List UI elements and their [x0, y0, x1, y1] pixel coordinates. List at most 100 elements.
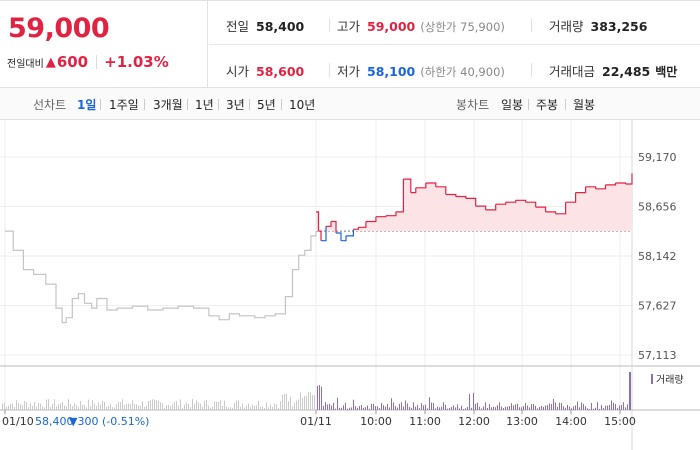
volume-bar — [248, 403, 249, 410]
volume-bar — [244, 407, 245, 410]
volume-bar — [627, 404, 628, 410]
volume-bar — [84, 404, 85, 410]
gain-fill-area — [316, 173, 632, 232]
tab-5years[interactable]: 5년 — [257, 98, 276, 112]
volume-bar — [216, 401, 217, 410]
today-series-segment — [318, 230, 322, 241]
change-percent: +1.03% — [104, 53, 169, 71]
volume-bar — [168, 404, 169, 410]
volume-bar — [262, 406, 263, 410]
divider — [249, 99, 250, 110]
volume-bar — [186, 402, 187, 410]
volume-bar — [10, 404, 11, 410]
today-series-segment — [326, 221, 332, 227]
volume-bar — [595, 407, 596, 410]
volume-bar — [543, 406, 544, 410]
volume-bar — [619, 405, 620, 410]
volume-bar — [54, 399, 55, 410]
volume-bar — [172, 404, 173, 410]
volume-bar — [112, 407, 113, 410]
tab-1day[interactable]: 1일 — [77, 98, 97, 112]
line-chart-label: 선차트 — [33, 98, 67, 112]
today-series-segment — [331, 220, 337, 233]
volume-bar — [359, 406, 360, 410]
volume-bar — [64, 405, 65, 410]
today-series-segment — [346, 229, 354, 237]
volume-bar — [66, 406, 67, 410]
volume-bar — [375, 406, 376, 410]
volume-bar — [252, 404, 253, 410]
volume-bar — [8, 405, 9, 410]
volume-bar — [300, 392, 301, 410]
volume-bar — [76, 405, 77, 410]
volume-bar — [557, 406, 558, 410]
volume-bar — [579, 407, 580, 410]
stat-volume: 거래량 383,256 — [549, 16, 647, 35]
volume-bar — [52, 404, 53, 410]
divider — [565, 99, 566, 110]
volume-bar — [565, 407, 566, 410]
today-series-segment — [403, 178, 412, 193]
volume-bar — [260, 406, 261, 410]
today-series-segment — [585, 186, 597, 189]
chart-grid — [0, 120, 700, 450]
volume-bar — [451, 406, 452, 410]
volume-bar — [280, 401, 281, 410]
volume-bar — [134, 403, 135, 410]
volume-bar — [182, 407, 183, 410]
volume-bar — [403, 406, 404, 410]
stat-label: 시가 — [226, 64, 250, 79]
stat-value: 58,100 — [367, 64, 416, 79]
divider — [187, 99, 188, 110]
volume-bar — [441, 406, 442, 410]
volume-bar — [80, 401, 81, 410]
volume-bar — [481, 408, 482, 410]
volume-bar — [549, 403, 550, 410]
today-series-segment — [515, 199, 527, 203]
volume-bar — [90, 405, 91, 410]
volume-bar — [140, 405, 141, 410]
volume-bar — [427, 408, 428, 410]
volume-bar — [487, 407, 488, 410]
tab-10years[interactable]: 10년 — [289, 98, 316, 112]
tab-3months[interactable]: 3개월 — [153, 98, 183, 112]
volume-bar — [591, 402, 592, 410]
stat-value: 22,485 — [602, 64, 651, 79]
volume-bar — [545, 405, 546, 410]
stat-value: 383,256 — [590, 19, 648, 34]
tab-1week[interactable]: 1주일 — [109, 98, 139, 112]
volume-bar — [188, 404, 189, 410]
divider — [281, 99, 282, 110]
volume-bar — [254, 405, 255, 410]
volume-bar — [567, 404, 568, 410]
tab-3years[interactable]: 3년 — [226, 98, 245, 112]
volume-bar — [605, 405, 606, 410]
volume-bar — [264, 407, 265, 410]
volume-bar — [106, 406, 107, 410]
x-tick-label: 12:00 — [458, 415, 490, 428]
volume-bar — [321, 386, 322, 410]
volume-bar — [461, 405, 462, 410]
volume-bar — [26, 402, 27, 410]
volume-bar — [475, 403, 476, 410]
volume-bar — [132, 400, 133, 410]
tab-monthly-candle[interactable]: 월봉 — [573, 98, 596, 112]
today-series-segment — [358, 221, 367, 228]
today-series-segment — [385, 211, 397, 217]
volume-bar — [493, 406, 494, 410]
stat-open: 시가 58,600 — [226, 61, 304, 80]
volume-bar — [497, 405, 498, 410]
volume-bar — [4, 402, 5, 410]
tab-1year[interactable]: 1년 — [195, 98, 214, 112]
volume-bar — [495, 407, 496, 410]
volume-bar — [573, 406, 574, 410]
volume-bar — [200, 403, 201, 410]
tab-daily-candle[interactable]: 일봉 — [501, 98, 524, 112]
volume-bar — [136, 404, 137, 410]
volume-bar — [421, 403, 422, 410]
volume-bar — [68, 399, 69, 410]
volume-bar — [483, 406, 484, 410]
tab-weekly-candle[interactable]: 주봉 — [536, 98, 559, 112]
today-series-segment — [555, 202, 567, 215]
volume-bar — [38, 402, 39, 410]
